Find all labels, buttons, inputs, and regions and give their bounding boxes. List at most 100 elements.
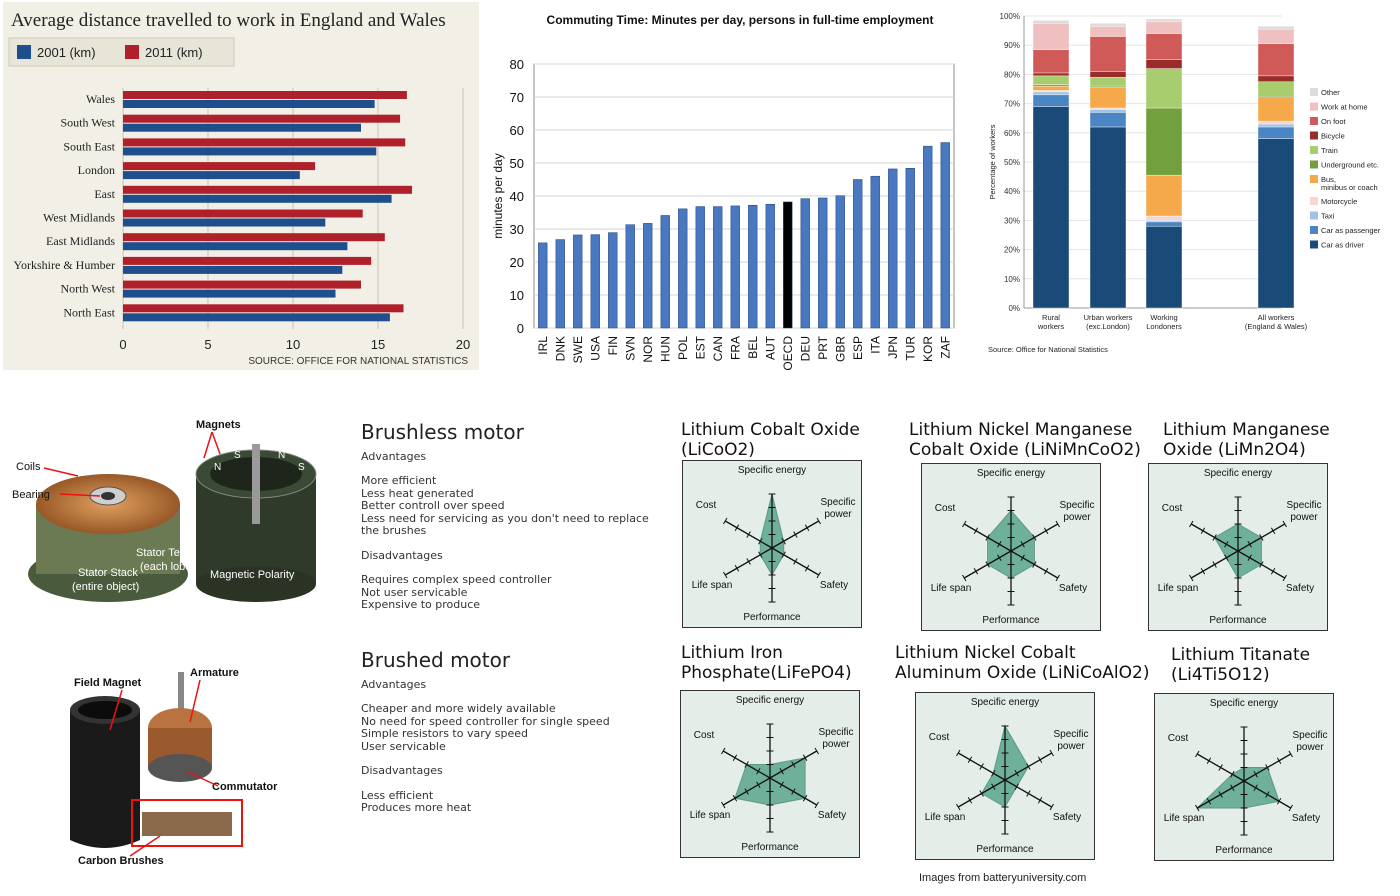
radar-axis-label: Specific energy: [971, 697, 1039, 708]
radar-tick: [1189, 520, 1194, 528]
label-magnetic-polarity: Magnetic Polarity: [210, 569, 295, 581]
stack-segment: [1257, 97, 1295, 122]
radar-axis-label: Specific energy: [1204, 468, 1272, 479]
radar-tick: [997, 554, 1002, 562]
stack-segment: [1089, 71, 1127, 78]
stack-segment: [1032, 94, 1070, 107]
legend-label: Other: [1321, 88, 1340, 97]
x-tick-label: KOR: [921, 336, 935, 362]
bar-deu: [800, 198, 810, 329]
bar-prt: [818, 197, 828, 329]
category-label: Londoners: [1146, 322, 1182, 331]
x-tick-label: USA: [588, 336, 602, 361]
radar-axis-label: Performance: [741, 842, 799, 853]
brushed-adv-list: Cheaper and more widely available No need…: [361, 702, 651, 753]
distance-chart-panel: Average distance travelled to work in En…: [3, 2, 479, 370]
legend-swatch: [1310, 175, 1318, 183]
x-tick-label: EST: [693, 335, 707, 359]
x-tick-label: TUR: [903, 336, 917, 361]
bar-can: [713, 206, 723, 329]
legend-label: Underground etc.: [1321, 161, 1379, 170]
bar-2001: [123, 194, 392, 203]
x-tick-label: DEU: [798, 336, 812, 361]
stack-segment: [1257, 96, 1295, 98]
label-carbon-brushes: Carbon Brushes: [78, 855, 164, 867]
x-tick-label: ITA: [868, 336, 882, 354]
radar-tick: [791, 761, 796, 768]
chart-source: SOURCE: OFFICE FOR NATIONAL STATISTICS: [248, 356, 468, 367]
chart-title: Commuting Time: Minutes per day, persons…: [547, 13, 934, 27]
bar-2001: [123, 313, 390, 322]
label-commutator: Commutator: [212, 781, 278, 793]
category-label: (exc.London): [1086, 322, 1130, 331]
stack-segment: [1257, 26, 1295, 30]
x-tick-label: GBR: [833, 336, 847, 362]
bar-dnk: [555, 239, 565, 329]
radar-tick: [734, 564, 740, 572]
label-stator-teeth-2: (each lobe): [140, 561, 195, 573]
legend-label: Motorcycle: [1321, 197, 1357, 206]
stack-segment: [1032, 23, 1070, 50]
chart-title: Average distance travelled to work in En…: [11, 10, 446, 31]
category-label: (England & Wales): [1245, 322, 1308, 331]
y-tick-label: 50: [510, 156, 524, 171]
stack-segment: [1257, 126, 1295, 139]
y-axis-label: Percentage of workers: [988, 124, 997, 199]
radar-axis-label: Cost: [1168, 733, 1189, 744]
radar-tick: [791, 788, 796, 795]
category-label: Rural: [1042, 313, 1060, 322]
radar-tick: [1189, 574, 1194, 582]
bar-tur: [905, 168, 915, 329]
stack-segment: [1145, 18, 1183, 23]
legend-swatch: [1310, 197, 1318, 205]
stack-segment: [1089, 23, 1127, 27]
y-tick-label: 10: [510, 288, 524, 303]
radar-tick: [814, 747, 819, 755]
stack-segment: [1032, 85, 1070, 91]
bar-jpn: [888, 168, 898, 329]
radar-tick: [1265, 791, 1270, 798]
radar-axis-label: power: [824, 509, 852, 520]
radar-axis-label: Specific: [820, 497, 855, 508]
bar-2001: [123, 242, 348, 251]
legend-label: On foot: [1321, 117, 1347, 126]
brushless-motor-photo: Magnets Coils Bearing Stator Teeth (each…: [12, 419, 317, 602]
radar-tick: [802, 794, 808, 802]
label-coils: Coils: [16, 461, 41, 473]
y-tick-label: 0%: [1008, 304, 1020, 313]
list-item: Simple resistors to vary speed: [361, 727, 528, 740]
x-tick-label: NOR: [641, 336, 655, 363]
radar-axis-label: Cost: [929, 732, 950, 743]
radar-tick: [1288, 804, 1293, 812]
bar-gbr: [835, 195, 845, 329]
radar-axis-label: Specific: [1059, 500, 1094, 511]
label-field-magnet: Field Magnet: [74, 677, 142, 689]
bar-2011: [123, 209, 363, 218]
stack-segment: [1257, 75, 1295, 82]
bar-2011: [123, 304, 404, 313]
stack-segment: [1032, 20, 1070, 24]
stack-segment: [1145, 226, 1183, 309]
radar-axis-label: Specific: [1053, 729, 1088, 740]
category-label: Working: [1150, 313, 1177, 322]
brushed-dis-label: Disadvantages: [361, 764, 443, 777]
legend-label: Car as driver: [1321, 241, 1364, 250]
list-item: Better controll over speed: [361, 499, 505, 512]
stack-segment: [1032, 106, 1070, 309]
radar-tick: [1026, 763, 1031, 770]
stack-segment: [1089, 77, 1127, 87]
x-tick-label: HUN: [658, 336, 672, 362]
radar-tick: [962, 520, 967, 528]
pole-n: N: [214, 462, 221, 473]
radar-tick: [732, 754, 738, 762]
y-tick-label: 70%: [1004, 100, 1020, 109]
radar-tick: [746, 531, 751, 538]
radar-tick: [1276, 757, 1282, 765]
stack-segment: [1145, 107, 1183, 176]
radar-axis-label: power: [1057, 741, 1085, 752]
legend-box: [8, 37, 235, 67]
x-tick-label: ESP: [851, 336, 865, 360]
radar-tick: [1224, 540, 1229, 548]
legend-label: Bicycle: [1321, 132, 1345, 141]
radar-axis-label: Performance: [1209, 615, 1267, 626]
